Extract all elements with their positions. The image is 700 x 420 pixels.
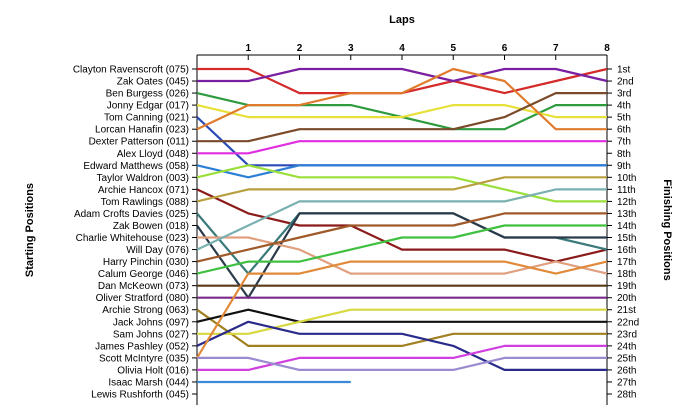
series-line [196,67,607,131]
start-label: Edward Matthews (058) [83,161,189,172]
start-label: Calum George (046) [98,269,189,280]
lap-tick-label: 1 [245,43,251,54]
finish-label: 27th [617,377,636,388]
start-label: Oliver Stratford (080) [96,293,189,304]
series-line [196,212,607,263]
finish-label: 1st [617,65,631,76]
finish-label: 12th [617,197,636,208]
lap-tick-label: 8 [604,43,610,54]
start-label: Archie Strong (063) [102,305,189,316]
finish-label: 4th [617,101,631,112]
start-label: Scott McIntyre (035) [99,353,189,364]
start-label: Archie Hancox (071) [98,185,189,196]
finish-label: 23rd [617,329,637,340]
start-label: Dan McKeown (073) [98,281,189,292]
start-label: Will Day (076) [126,245,189,256]
series-line [196,164,607,179]
series-line [197,344,607,371]
lap-tick-label: 5 [450,43,456,54]
finish-label: 14th [617,221,636,232]
starting-position-labels: Clayton Ravenscroft (075)Zak Oates (045)… [73,65,189,401]
finish-label: 22nd [617,317,639,328]
start-label: James Pashley (052) [95,341,189,352]
finish-label: 28th [617,390,636,401]
start-label: Dexter Patterson (011) [89,137,189,148]
finish-label: 16th [617,245,636,256]
series-line [196,260,608,359]
start-label: Tom Rawlings (088) [101,197,189,208]
series-line [197,67,608,83]
start-label: Lewis Rushforth (045) [91,390,189,401]
axes [192,54,612,405]
lap-tick-label: 7 [553,43,559,54]
finish-label: 2nd [617,77,634,88]
finish-label: 20th [617,293,636,304]
series-line [197,236,608,275]
finish-label: 10th [617,173,636,184]
series-line [196,224,607,275]
finish-label: 17th [617,257,636,268]
start-label: Olivia Holt (016) [117,365,189,376]
finish-label: 7th [617,137,631,148]
start-label: Lorcan Hanafin (023) [95,125,189,136]
finishing-position-labels: 1st2nd3rd4th5th6th7th8th9th10th11th12th1… [617,65,639,401]
series-line [196,320,607,371]
finish-label: 15th [617,233,636,244]
finish-label: 18th [617,269,636,280]
series-line [197,356,607,371]
finish-label: 13th [617,209,636,220]
series-line [197,140,607,155]
finish-label: 3rd [617,89,631,100]
right-axis-label: Finishing Positions [661,179,673,280]
lap-tick-label: 6 [502,43,508,54]
finish-label: 6th [617,125,631,136]
finish-label: 8th [617,149,631,160]
chart-title: Laps [389,14,415,26]
start-label: Harry Pinchin (030) [103,257,189,268]
series-line [197,308,607,335]
start-label: Charlie Whitehouse (023) [76,233,189,244]
series-line [196,308,607,347]
finish-label: 26th [617,365,636,376]
lap-tick-label: 4 [399,43,405,54]
series-line [196,188,607,251]
start-label: Isaac Marsh (044) [108,377,189,388]
start-label: Ben Burgess (026) [106,89,189,100]
lap-tick-labels: 1 2 3 4 5 6 7 8 [245,43,610,54]
finish-label: 24th [617,341,636,352]
left-axis-label: Starting Positions [24,183,36,277]
series-lines [196,67,608,384]
start-label: Alex Lloyd (048) [117,149,189,160]
finish-label: 25th [617,353,636,364]
start-label: Zak Oates (045) [117,77,189,88]
finish-label: 11th [617,185,636,196]
start-label: Taylor Waldron (003) [97,173,189,184]
finish-label: 21st [617,305,636,316]
start-label: Zak Bowen (018) [113,221,189,232]
start-label: Clayton Ravenscroft (075) [73,65,189,76]
finish-label: 19th [617,281,636,292]
finish-label: 5th [617,113,631,124]
start-label: Sam Johns (027) [113,329,189,340]
series-line [196,164,607,203]
series-line [196,176,607,203]
lap-tick-label: 3 [348,43,354,54]
finish-label: 9th [617,161,631,172]
series-line [196,308,607,323]
start-label: Adam Crofts Davies (025) [74,209,189,220]
start-label: Tom Canning (021) [104,113,189,124]
start-label: Jonny Edgar (017) [107,101,189,112]
lap-tick-label: 2 [297,43,303,54]
series-line [196,212,607,299]
series-line [197,67,608,95]
series-line [197,91,607,143]
start-label: Jack Johns (097) [113,317,189,328]
